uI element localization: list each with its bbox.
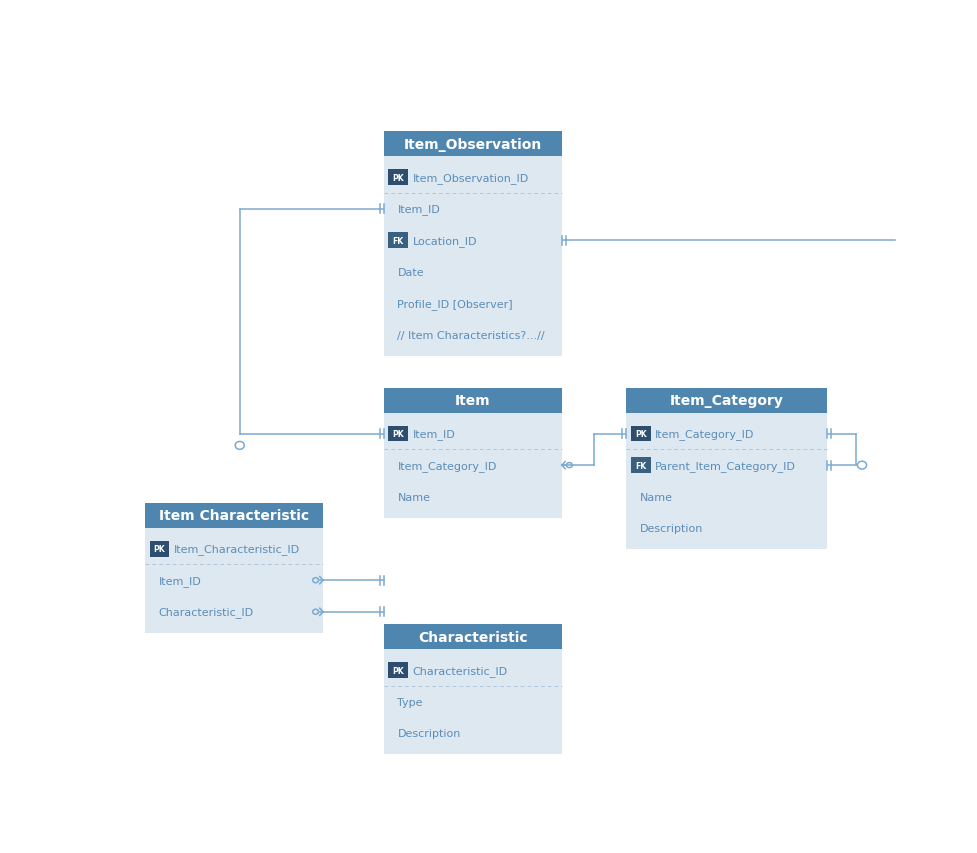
Text: PK: PK [392, 666, 404, 675]
FancyBboxPatch shape [388, 426, 407, 442]
Text: Characteristic: Characteristic [417, 630, 527, 644]
Text: Profile_ID [Observer]: Profile_ID [Observer] [397, 299, 513, 310]
Text: Item_ID: Item_ID [412, 428, 455, 439]
Text: PK: PK [392, 430, 404, 438]
Text: FK: FK [392, 236, 404, 246]
FancyBboxPatch shape [145, 528, 322, 633]
FancyBboxPatch shape [149, 541, 169, 557]
FancyBboxPatch shape [383, 132, 561, 157]
FancyBboxPatch shape [383, 624, 561, 649]
FancyBboxPatch shape [383, 413, 561, 518]
Text: PK: PK [153, 544, 165, 554]
Text: // Item Characteristics?...//: // Item Characteristics?...// [397, 330, 544, 340]
Text: Item_Category: Item_Category [669, 393, 783, 408]
FancyBboxPatch shape [625, 388, 827, 413]
Text: Item_ID: Item_ID [158, 575, 201, 586]
Text: Name: Name [397, 492, 430, 502]
Text: Description: Description [639, 524, 702, 534]
Text: Item_Observation_ID: Item_Observation_ID [412, 172, 529, 183]
Text: Date: Date [397, 268, 424, 277]
FancyBboxPatch shape [145, 503, 322, 528]
Text: Type: Type [397, 697, 422, 707]
Text: Parent_Item_Category_ID: Parent_Item_Category_ID [655, 460, 795, 471]
Text: PK: PK [634, 430, 646, 438]
Text: Item Characteristic: Item Characteristic [159, 508, 309, 523]
FancyBboxPatch shape [388, 233, 407, 249]
Text: Item_Category_ID: Item_Category_ID [397, 460, 496, 471]
FancyBboxPatch shape [630, 458, 650, 473]
Text: PK: PK [392, 173, 404, 183]
Text: Item_Category_ID: Item_Category_ID [655, 428, 753, 439]
FancyBboxPatch shape [383, 388, 561, 413]
Text: Item_ID: Item_ID [397, 204, 440, 215]
FancyBboxPatch shape [383, 157, 561, 357]
Text: Description: Description [397, 728, 460, 739]
FancyBboxPatch shape [388, 170, 407, 186]
Text: FK: FK [634, 461, 646, 470]
FancyBboxPatch shape [388, 663, 407, 678]
Text: Characteristic_ID: Characteristic_ID [158, 606, 253, 618]
FancyBboxPatch shape [625, 413, 827, 549]
Text: Location_ID: Location_ID [412, 235, 477, 247]
Text: Item: Item [454, 393, 490, 408]
Text: Item_Characteristic_ID: Item_Characteristic_ID [174, 543, 300, 554]
Text: Item_Observation: Item_Observation [404, 137, 541, 151]
Text: Name: Name [639, 492, 672, 502]
Text: Characteristic_ID: Characteristic_ID [412, 665, 507, 676]
FancyBboxPatch shape [630, 426, 650, 442]
FancyBboxPatch shape [383, 649, 561, 755]
